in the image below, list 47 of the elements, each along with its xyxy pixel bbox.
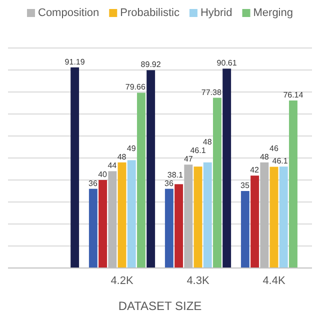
data-label: 46.1 — [190, 146, 206, 156]
data-label: 48 — [117, 152, 127, 162]
data-label: 35 — [240, 181, 250, 190]
bar — [279, 166, 288, 268]
bar — [146, 70, 156, 268]
data-label: 40 — [98, 170, 108, 179]
data-label: 89.92 — [140, 60, 162, 70]
bar — [288, 100, 298, 268]
data-label: 76.14 — [283, 90, 304, 100]
data-label: 90.61 — [216, 58, 238, 68]
data-label: 36 — [164, 178, 174, 188]
x-tick-label: 4.2K — [110, 275, 134, 288]
data-label: 42 — [250, 166, 260, 175]
data-label: 46.1 — [272, 156, 288, 166]
data-label: 44 — [108, 161, 118, 170]
data-label: 49 — [126, 144, 136, 153]
bar — [118, 162, 126, 268]
data-label: 46 — [270, 144, 279, 153]
legend-label: Probabilistic — [120, 7, 180, 19]
data-label: 47 — [184, 154, 194, 164]
data-label: 79.66 — [125, 82, 146, 92]
x-tick-label: 4.4K — [262, 275, 286, 288]
bar — [203, 162, 212, 268]
data-label: 91.19 — [64, 57, 86, 66]
bar — [194, 166, 202, 268]
bar — [212, 98, 222, 268]
bar — [222, 68, 232, 268]
x-axis-title: DATASET SIZE — [118, 299, 202, 313]
bar — [250, 176, 260, 268]
data-label: 38.1 — [167, 170, 184, 180]
data-label: 77.38 — [201, 88, 222, 97]
legend-label: Hybrid — [200, 7, 232, 19]
data-label: 48 — [202, 138, 212, 147]
bar — [174, 184, 184, 268]
bar — [98, 180, 108, 268]
bar — [136, 92, 146, 268]
data-label: 48 — [260, 152, 270, 162]
data-label: 36 — [88, 178, 98, 188]
legend-label: Composition — [38, 7, 100, 19]
bar — [240, 191, 250, 268]
bar — [88, 188, 98, 268]
x-tick-label: 4.3K — [186, 275, 210, 288]
bar — [70, 67, 80, 268]
legend-label: Merging — [253, 7, 293, 19]
bar — [164, 188, 174, 268]
bar — [270, 166, 278, 268]
bar — [127, 160, 136, 268]
